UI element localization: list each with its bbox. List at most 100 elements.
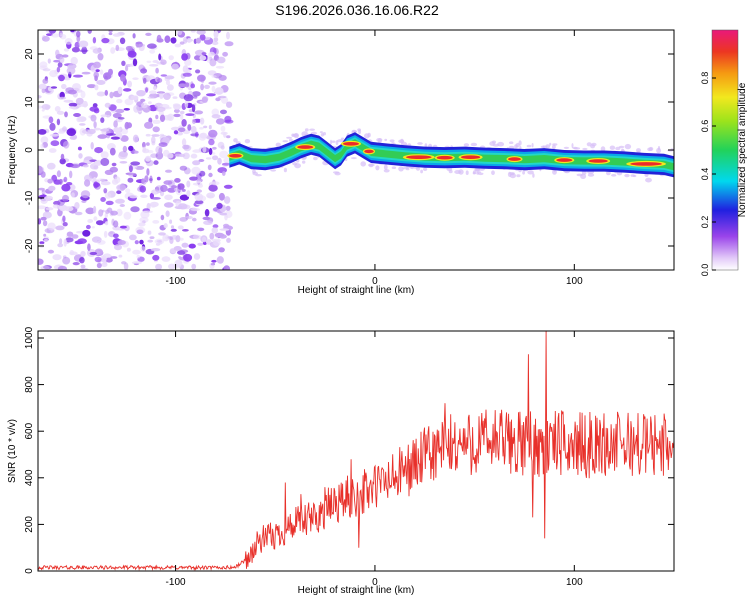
noise-blob [178,256,182,259]
noise-blob [127,177,134,183]
ridge-halo [417,142,423,145]
noise-blob [167,187,177,193]
noise-blob [133,105,140,113]
noise-blob [58,178,63,185]
noise-blob [93,121,97,129]
noise-blob [132,134,139,143]
noise-blob [155,114,159,120]
noise-blob [224,213,228,221]
noise-blob [157,78,163,83]
noise-blob [211,108,220,116]
noise-blob [171,235,178,240]
noise-blob [116,190,122,195]
noise-blob [221,162,231,166]
noise-blob [51,33,60,38]
spectral-ridge [227,128,674,183]
noise-blob [201,52,207,56]
noise-blob [103,188,108,194]
noise-blob [156,34,162,43]
noise-blob [41,88,46,94]
noise-blob [100,181,111,186]
noise-blob [167,84,174,91]
snr-series [38,331,674,571]
noise-blob [47,178,53,184]
ridge-halo [545,144,551,149]
y-tick-label: -20 [24,238,35,253]
noise-blob [128,165,133,173]
noise-blob [214,87,224,95]
noise-blob [220,125,226,132]
noise-blob [114,176,121,184]
noise-blob [146,202,151,211]
noise-blob [207,164,212,171]
noise-blob [56,118,61,126]
noise-blob [62,222,68,227]
noise-blob [115,44,120,52]
noise-blob [184,82,189,86]
ridge-halo [286,136,293,139]
noise-blob [110,47,116,54]
noise-blob [71,46,80,53]
noise-blob [76,116,82,123]
noise-blob [51,174,58,182]
noise-blob [167,113,175,122]
noise-blob [132,58,138,67]
ridge-halo [275,142,281,148]
noise-blob [212,41,219,46]
ridge-halo [492,140,496,144]
snr-x-axis: -100 0 100 [166,331,583,588]
noise-blob [86,224,91,230]
noise-blob [132,249,141,255]
colorbar-tick-label: 0.6 [700,120,710,133]
noise-blob [59,56,65,64]
noise-blob [94,256,102,263]
noise-blob [155,67,159,74]
noise-blob [69,251,78,256]
noise-blob [171,185,178,189]
noise-blob [140,98,146,102]
noise-blob [206,55,211,63]
noise-blob [179,41,185,45]
noise-blob [172,103,181,107]
ridge-halo [645,177,652,183]
noise-blob [104,89,109,96]
noise-blob [197,227,205,232]
noise-blob [79,267,89,270]
noise-blob [105,200,114,206]
spectrogram-y-label: Frequency (Hz) [7,116,18,185]
noise-blob [168,263,176,270]
noise-blob [131,261,142,265]
noise-blob [142,141,146,149]
y-tick-label: 0 [24,568,35,574]
noise-blob [146,168,150,176]
noise-blob [92,103,98,108]
noise-blob [188,243,196,249]
noise-blob [216,256,224,264]
noise-blob [169,219,173,224]
noise-blob [81,200,87,203]
noise-blob [190,83,195,89]
noise-blob [57,62,63,68]
noise-blob [66,128,77,137]
ridge-halo [609,145,616,150]
noise-blob [96,262,102,269]
noise-blob [75,97,84,105]
noise-blob [112,33,121,37]
noise-blob [97,178,106,181]
ridge-halo [571,143,574,149]
noise-blob [116,208,123,217]
noise-blob [136,90,146,97]
noise-blob [226,135,231,139]
noise-blob [209,262,215,269]
noise-scatter [38,30,234,270]
ridge-halo [470,142,478,147]
noise-blob [74,41,80,49]
noise-blob [58,96,67,100]
noise-blob [212,155,219,161]
noise-blob [140,194,148,198]
noise-blob [59,158,66,165]
noise-blob [145,155,152,162]
noise-blob [218,247,225,253]
noise-blob [196,30,206,35]
noise-blob [160,59,167,65]
